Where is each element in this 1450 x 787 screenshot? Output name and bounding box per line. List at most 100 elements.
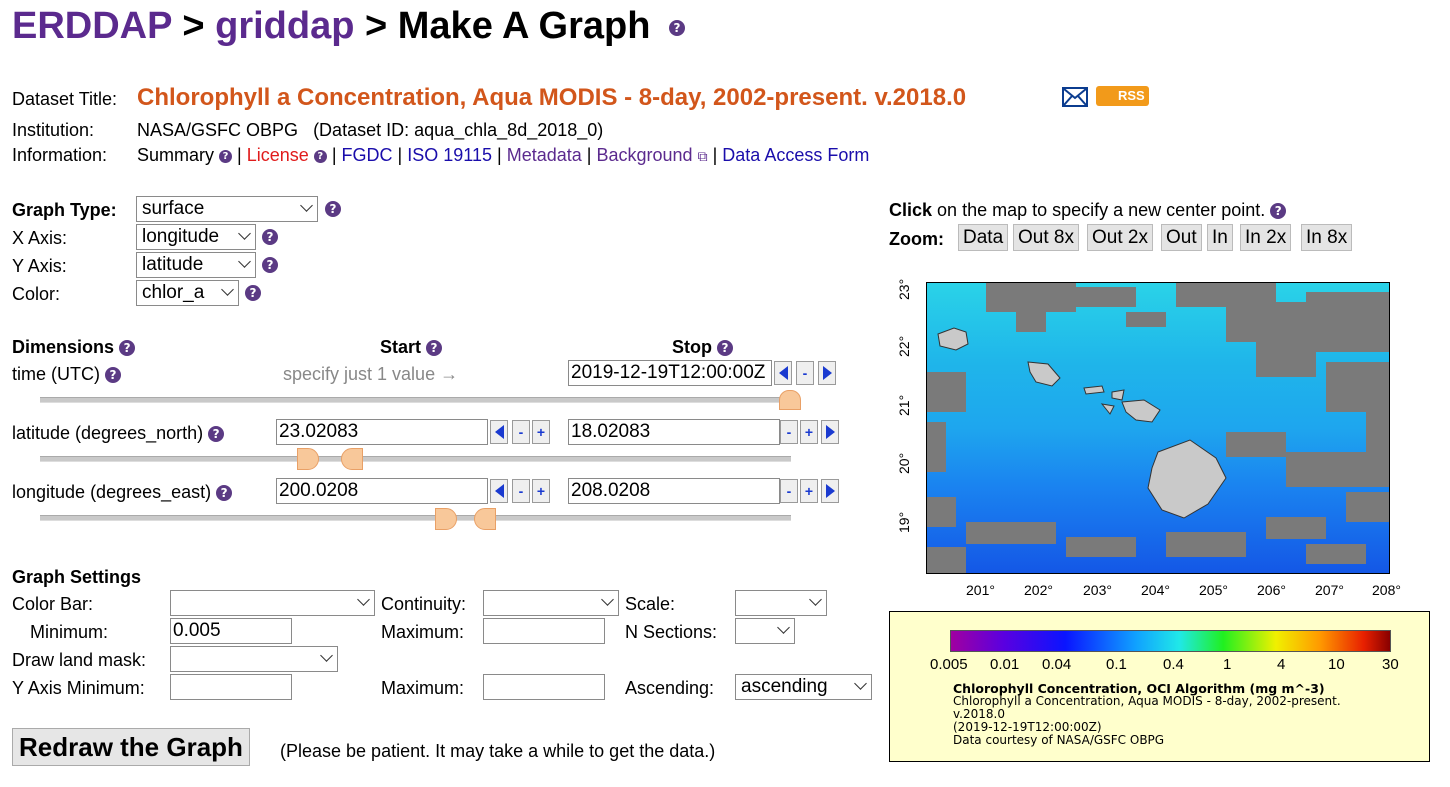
latitude-label: latitude (degrees_north) ? (12, 422, 225, 444)
legend-variable-title: Chlorophyll Concentration, OCI Algorithm… (953, 681, 1325, 696)
continuity-select[interactable] (483, 590, 619, 616)
help-icon[interactable]: ? (119, 340, 136, 357)
help-icon[interactable]: ? (219, 149, 233, 163)
breadcrumb-griddap-link[interactable]: griddap (215, 5, 355, 47)
time-first-button[interactable] (774, 361, 792, 385)
latitude-start-input[interactable]: 23.02083 (276, 419, 488, 445)
latitude-stop-input[interactable]: 18.02083 (568, 419, 780, 445)
longitude-stop-last-button[interactable] (821, 479, 839, 503)
zoom-data-button[interactable]: Data (958, 224, 1009, 251)
time-stop-input[interactable]: 2019-12-19T12:00:00Z (568, 360, 772, 386)
help-icon[interactable]: ? (669, 19, 686, 36)
zoom-out-button[interactable]: Out (1161, 224, 1202, 251)
rss-icon[interactable]: RSS (1096, 86, 1149, 106)
longitude-start-input[interactable]: 200.0208 (276, 478, 488, 504)
latitude-stop-minus-button[interactable]: - (780, 420, 798, 444)
help-icon[interactable]: ? (262, 229, 278, 245)
longitude-label: longitude (degrees_east) ? (12, 481, 233, 503)
latitude-stop-last-button[interactable] (821, 420, 839, 444)
chlorophyll-map[interactable] (926, 282, 1390, 574)
maximum-input[interactable] (483, 618, 605, 644)
legend-version-line: v.2018.0 (953, 707, 1005, 721)
scale-select[interactable] (735, 590, 827, 616)
longitude-start-plus-button[interactable]: + (532, 479, 550, 503)
colorbar-tick: 10 (1328, 656, 1345, 673)
y-axis-minimum-input[interactable] (170, 674, 292, 700)
x-axis-value: longitude (142, 226, 220, 247)
zoom-in-button[interactable]: In (1207, 224, 1233, 251)
click-word: Click (889, 200, 933, 220)
help-icon[interactable]: ? (717, 340, 734, 357)
zoom-out-2x-button[interactable]: Out 2x (1087, 224, 1153, 251)
longitude-stop-input[interactable]: 208.0208 (568, 478, 780, 504)
latitude-start-minus-button[interactable]: - (512, 420, 530, 444)
time-last-button[interactable] (818, 361, 836, 385)
longitude-start-minus-button[interactable]: - (512, 479, 530, 503)
latitude-slider-thumb-start[interactable] (297, 448, 319, 470)
help-icon[interactable]: ? (208, 426, 225, 443)
help-icon[interactable]: ? (1270, 203, 1287, 220)
background-link[interactable]: Background (596, 145, 693, 165)
zoom-in-2x-button[interactable]: In 2x (1240, 224, 1292, 251)
zoom-out-8x-button[interactable]: Out 8x (1013, 224, 1079, 251)
fgdc-link[interactable]: FGDC (341, 145, 393, 165)
start-title: Start (380, 337, 422, 357)
color-select[interactable]: chlor_a (136, 280, 239, 306)
metadata-link[interactable]: Metadata (506, 145, 582, 165)
latitude-start-first-button[interactable] (490, 420, 508, 444)
latitude-start-plus-button[interactable]: + (532, 420, 550, 444)
latitude-stop-plus-button[interactable]: + (800, 420, 818, 444)
graph-type-value: surface (142, 198, 205, 219)
color-bar-select[interactable] (170, 590, 375, 616)
colorbar-tick: 0.1 (1106, 656, 1127, 673)
colorbar-tick: 4 (1277, 656, 1286, 673)
triangle-left-icon (494, 484, 504, 498)
longitude-slider-thumb-start[interactable] (435, 508, 457, 530)
zoom-in-8x-button[interactable]: In 8x (1301, 224, 1353, 251)
y-tick-label: 21° (896, 394, 912, 416)
time-slider-track[interactable] (40, 397, 791, 403)
longitude-slider-thumb-stop[interactable] (474, 508, 496, 530)
separator: | (331, 145, 337, 165)
y-axis-maximum-input[interactable] (483, 674, 605, 700)
y-axis-select[interactable]: latitude (136, 252, 256, 278)
longitude-stop-plus-button[interactable]: + (800, 479, 818, 503)
help-icon[interactable]: ? (313, 149, 327, 163)
latitude-slider-track[interactable] (40, 456, 791, 462)
help-icon[interactable]: ? (426, 340, 443, 357)
time-slider-thumb[interactable] (779, 390, 801, 410)
ascending-value: ascending (741, 676, 828, 697)
latitude-slider-thumb-stop[interactable] (341, 448, 363, 470)
help-icon[interactable]: ? (216, 485, 233, 502)
help-icon[interactable]: ? (105, 367, 122, 384)
x-axis-select[interactable]: longitude (136, 224, 256, 250)
longitude-start-first-button[interactable] (490, 479, 508, 503)
minimum-input[interactable]: 0.005 (170, 618, 292, 644)
nsections-select[interactable] (735, 618, 795, 644)
summary-link[interactable]: Summary (137, 145, 215, 165)
license-link[interactable]: License (246, 145, 309, 165)
chevron-down-icon (238, 255, 251, 268)
data-access-form-link[interactable]: Data Access Form (722, 145, 870, 165)
help-icon[interactable]: ? (262, 257, 278, 273)
help-icon[interactable]: ? (325, 201, 341, 217)
breadcrumb-erddap-link[interactable]: ERDDAP (12, 5, 172, 47)
longitude-stop-minus-button[interactable]: - (780, 479, 798, 503)
iso-link[interactable]: ISO 19115 (407, 145, 492, 165)
chevron-down-icon (854, 677, 867, 690)
time-minus-button[interactable]: - (796, 361, 814, 385)
rss-label: RSS (1118, 88, 1145, 103)
longitude-slider-track[interactable] (40, 515, 791, 521)
graph-type-select[interactable]: surface (136, 196, 318, 222)
dimensions-header: Dimensions ? (12, 336, 136, 358)
triangle-left-icon (494, 425, 504, 439)
redraw-graph-button[interactable]: Redraw the Graph (12, 728, 250, 766)
institution-label: Institution: (12, 120, 95, 140)
email-icon[interactable] (1062, 87, 1088, 107)
ascending-select[interactable]: ascending (735, 674, 872, 700)
external-link-icon: ⧉ (697, 148, 708, 164)
chevron-down-icon (320, 649, 333, 662)
help-icon[interactable]: ? (245, 285, 261, 301)
triangle-right-icon (822, 366, 832, 380)
land-mask-select[interactable] (170, 646, 338, 672)
